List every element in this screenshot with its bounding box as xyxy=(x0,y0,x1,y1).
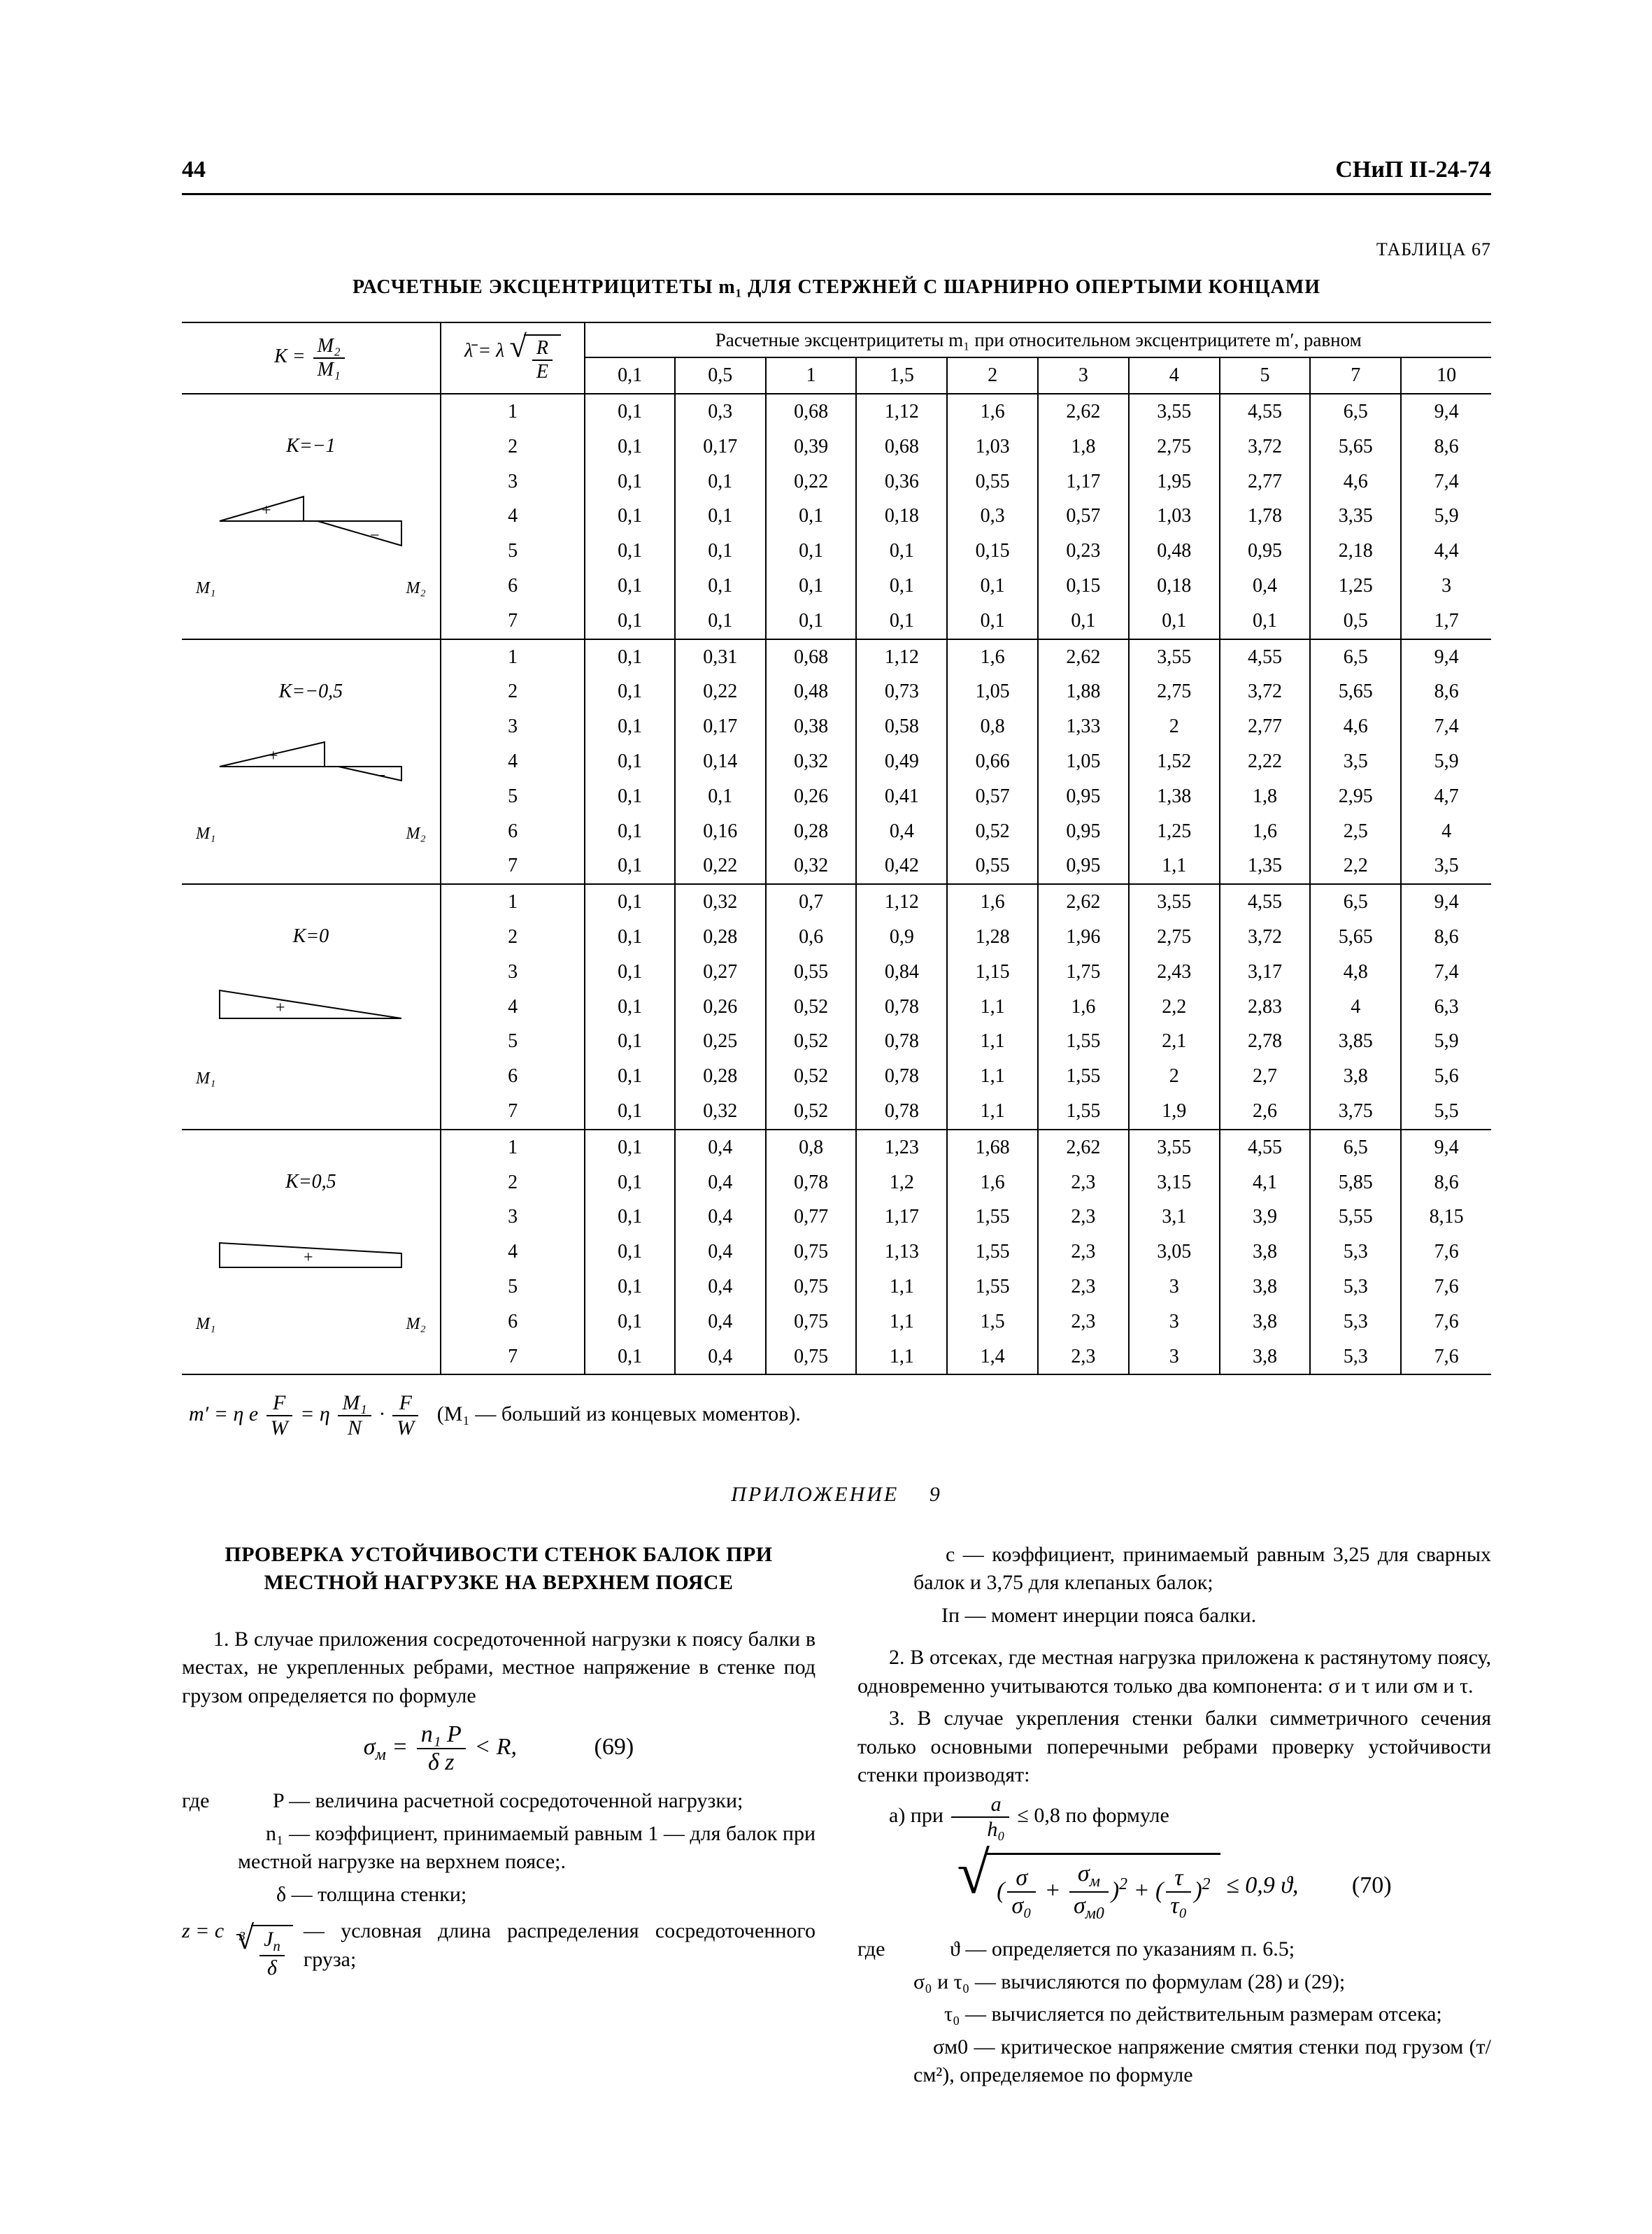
header-rule xyxy=(182,193,1491,195)
page-number: 44 xyxy=(182,154,206,186)
section-title: ПРОВЕРКА УСТОЙЧИВОСТИ СТЕНОК БАЛОК ПРИ М… xyxy=(210,1541,788,1598)
doc-code: СНиП II-24-74 xyxy=(1335,154,1491,186)
svg-text:+: + xyxy=(262,501,271,520)
svg-text:+: + xyxy=(269,747,278,765)
m-prime-formula: m′ = η e FW = η M₁N · FW (M₁ — больший и… xyxy=(182,1375,1491,1474)
para-2: 2. В отсеках, где местная нагрузка прило… xyxy=(857,1644,1491,1700)
svg-text:−: − xyxy=(370,527,380,545)
para-3: 3. В случае укрепления стенки балки симм… xyxy=(857,1705,1491,1790)
svg-text:+: + xyxy=(276,999,285,1017)
table-label: ТАБЛИЦА 67 xyxy=(182,237,1491,262)
para-1: 1. В случае приложения сосредоточенной н… xyxy=(182,1625,816,1711)
appendix-heading: ПРИЛОЖЕНИЕ 9 xyxy=(182,1481,1491,1509)
svg-text:+: + xyxy=(304,1248,313,1267)
two-column-body: ПРОВЕРКА УСТОЙЧИВОСТИ СТЕНОК БАЛОК ПРИ М… xyxy=(182,1541,1491,2094)
table-title: РАСЧЕТНЫЕ ЭКСЦЕНТРИЦИТЕТЫ m₁ ДЛЯ СТЕРЖНЕ… xyxy=(182,274,1491,301)
eq-70: √ (σσ₀ + σмσм0)2 + (ττ₀)2 ≤ 0,9 ϑ, (70) xyxy=(857,1853,1491,1923)
table-67: K = M₂M₁ λ̄ = λ √RE Расчетные эксцентриц… xyxy=(182,322,1491,1376)
para-3a: а) при ah₀ ≤ 0,8 по формуле xyxy=(857,1794,1491,1840)
eq-69: σм = n₁ Pδ z < R, (69) xyxy=(182,1723,816,1774)
svg-text:−: − xyxy=(377,767,385,784)
